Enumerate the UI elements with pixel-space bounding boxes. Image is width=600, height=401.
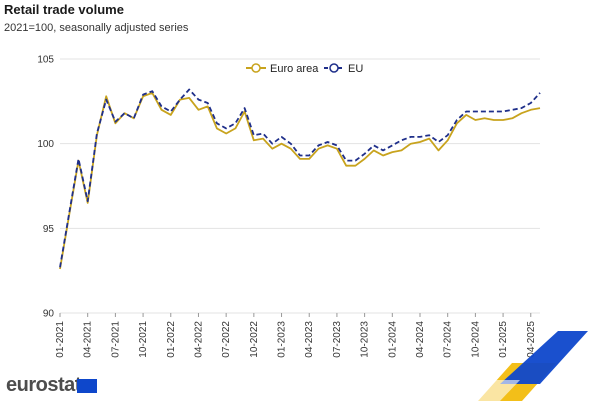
x-axis-ticks: 01-2021 04-2021 07-2021 10-2021 01-2022 04-20… <box>55 313 537 358</box>
x-tick-label-07-2021: 07-2021 <box>110 321 121 358</box>
x-tick-label-07-2024: 07-2024 <box>443 321 454 358</box>
chart-title: Retail trade volume <box>4 2 124 17</box>
x-tick-label-01-2022: 01-2022 <box>166 321 177 358</box>
x-tick-label-07-2022: 07-2022 <box>221 321 232 358</box>
stripe-light <box>462 380 520 401</box>
x-tick-label-10-2024: 10-2024 <box>470 321 481 358</box>
x-tick-label-10-2021: 10-2021 <box>138 321 149 358</box>
x-tick-label-04-2025: 04-2025 <box>526 321 537 358</box>
legend: Euro area EU <box>246 63 363 75</box>
x-tick-label-10-2023: 10-2023 <box>360 321 371 358</box>
eurostat-stripe-logo <box>462 331 588 401</box>
legend-label-eu: EU <box>348 63 363 75</box>
legend-item-eu[interactable]: EU <box>324 63 363 75</box>
x-tick-label-04-2024: 04-2024 <box>415 321 426 358</box>
x-tick-label-01-2023: 01-2023 <box>277 321 288 358</box>
y-axis-ticks: 90 95 100 105 <box>37 55 54 320</box>
y-tick-label-90: 90 <box>43 309 55 320</box>
x-tick-label-04-2023: 04-2023 <box>304 321 315 358</box>
legend-label-euro-area: Euro area <box>270 63 319 75</box>
x-tick-label-04-2021: 04-2021 <box>83 321 94 358</box>
series-line-eu <box>59 88 541 268</box>
x-tick-label-04-2022: 04-2022 <box>193 321 204 358</box>
x-tick-label-01-2025: 01-2025 <box>498 321 509 358</box>
gridlines <box>60 58 540 314</box>
x-tick-label-10-2022: 10-2022 <box>249 321 260 358</box>
series-lines <box>59 88 541 270</box>
x-tick-label-01-2021: 01-2021 <box>55 321 66 358</box>
series-line-euro-area <box>59 92 541 270</box>
y-tick-label-95: 95 <box>43 224 55 235</box>
legend-marker-eu <box>329 63 339 73</box>
eu-flag-icon <box>77 379 97 393</box>
stripe-blue <box>500 331 588 384</box>
legend-marker-euro-area <box>251 63 261 73</box>
y-tick-label-100: 100 <box>37 139 54 150</box>
eurostat-logo: eurostat <box>6 374 81 396</box>
x-tick-label-01-2024: 01-2024 <box>387 321 398 358</box>
y-tick-label-105: 105 <box>37 55 54 66</box>
legend-item-euro-area[interactable]: Euro area <box>246 63 319 75</box>
chart-subtitle: 2021=100, seasonally adjusted series <box>4 22 189 34</box>
x-tick-label-07-2023: 07-2023 <box>332 321 343 358</box>
